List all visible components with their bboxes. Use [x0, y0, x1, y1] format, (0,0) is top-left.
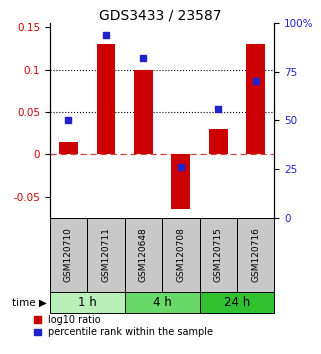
Bar	[171, 154, 190, 209]
Bar	[125, 292, 200, 313]
Bar	[200, 218, 237, 292]
Point	[66, 118, 71, 123]
Point	[178, 164, 183, 170]
Bar	[237, 218, 274, 292]
Text: GSM120710: GSM120710	[64, 227, 73, 282]
Text: GSM120708: GSM120708	[176, 227, 185, 282]
Point	[216, 106, 221, 112]
Point	[103, 32, 108, 38]
Bar	[134, 70, 153, 154]
Text: 1 h: 1 h	[78, 296, 97, 309]
Text: 24 h: 24 h	[224, 296, 250, 309]
Text: GSM120716: GSM120716	[251, 227, 260, 282]
Bar	[50, 292, 125, 313]
Point	[141, 55, 146, 61]
Text: GSM120715: GSM120715	[214, 227, 223, 282]
Bar	[59, 142, 78, 154]
Legend: log10 ratio, percentile rank within the sample: log10 ratio, percentile rank within the …	[34, 315, 213, 337]
Bar	[209, 129, 228, 154]
Text: 4 h: 4 h	[153, 296, 171, 309]
Text: GSM120711: GSM120711	[101, 227, 110, 282]
Bar	[247, 44, 265, 154]
Bar	[162, 218, 200, 292]
Bar	[125, 218, 162, 292]
Text: time ▶: time ▶	[12, 298, 47, 308]
Bar	[87, 218, 125, 292]
Bar	[50, 218, 87, 292]
Text: GSM120648: GSM120648	[139, 228, 148, 282]
Point	[253, 79, 258, 84]
Text: GDS3433 / 23587: GDS3433 / 23587	[99, 9, 222, 23]
Bar	[97, 44, 115, 154]
Bar	[200, 292, 274, 313]
